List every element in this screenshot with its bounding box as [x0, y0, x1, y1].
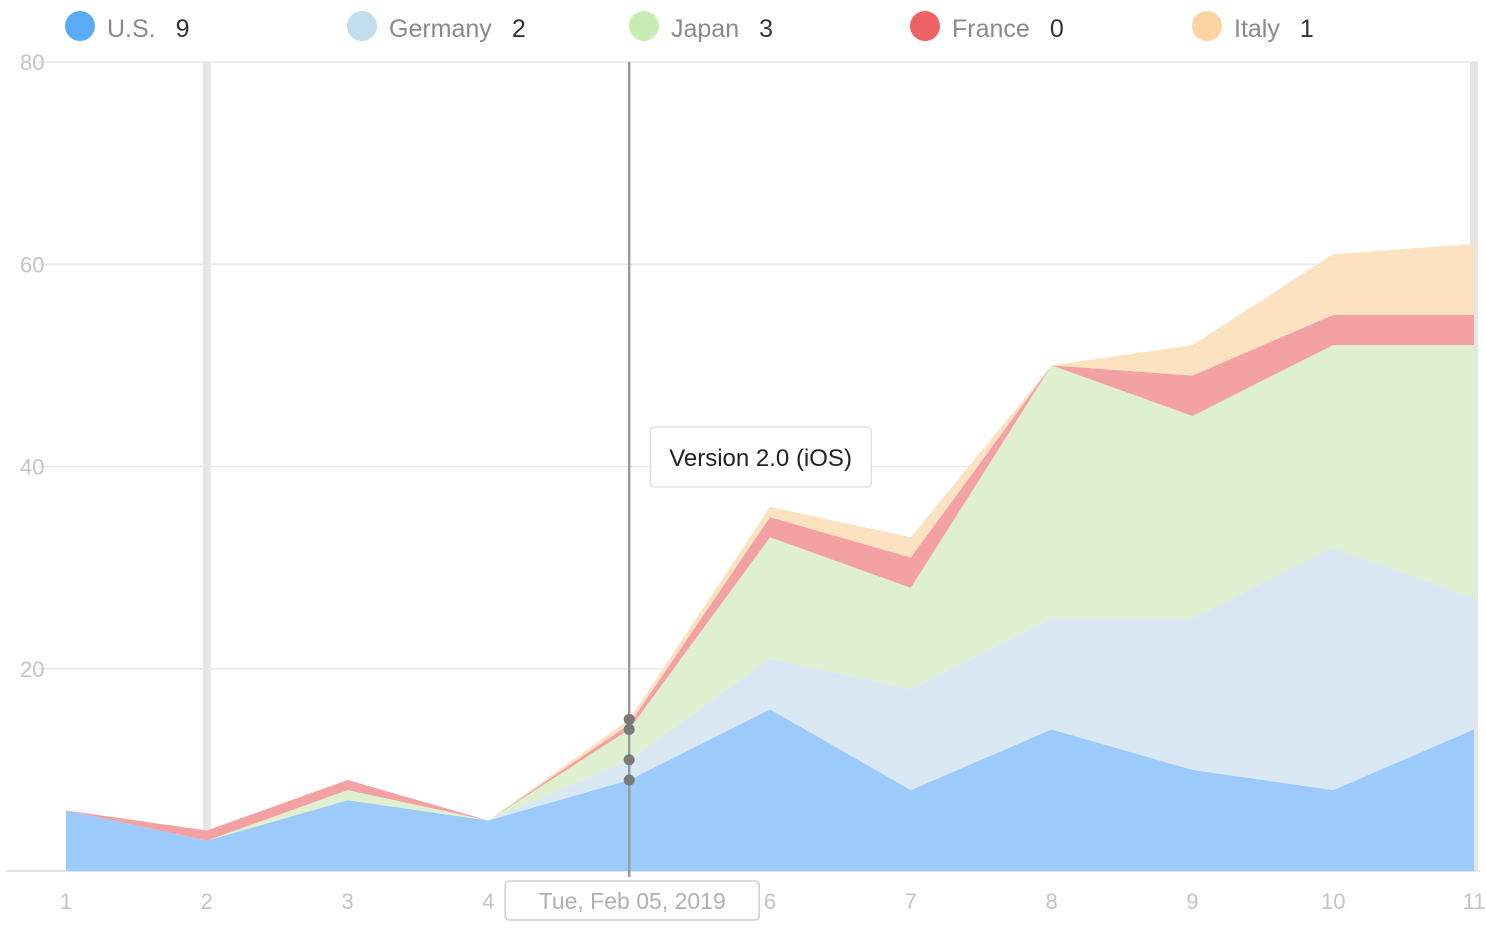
date-label-box: [504, 880, 760, 921]
legend-label: Japan: [671, 15, 739, 43]
area-japan[interactable]: [66, 345, 1474, 841]
x-tick-label: 10: [1321, 889, 1345, 914]
crosshair-date-label: Tue, Feb 05, 2019: [504, 880, 760, 921]
date-label: Tue, Feb 05, 2019: [539, 888, 726, 914]
annotation-box: [649, 426, 872, 488]
annotation-tooltip: Version 2.0 (iOS): [649, 426, 872, 488]
area-germany[interactable]: [66, 547, 1474, 841]
highlight-band-2: [202, 62, 211, 871]
legend-swatch: [1192, 11, 1222, 41]
x-tick-label: 3: [341, 889, 353, 914]
legend-label: Germany: [389, 15, 492, 43]
legend-item[interactable]: Italy 1: [1192, 11, 1314, 43]
legend-swatch: [65, 11, 95, 41]
x-tick-label: 4: [482, 889, 494, 914]
crosshair-point: [623, 723, 635, 735]
legend-swatch: [347, 11, 377, 41]
crosshair-point: [623, 774, 635, 786]
crosshair-point: [623, 754, 635, 766]
crosshair-point: [623, 713, 635, 725]
x-tick-label: 8: [1045, 889, 1057, 914]
legend-label: Italy: [1234, 15, 1280, 43]
legend-value: 2: [512, 15, 526, 43]
area-italy[interactable]: [66, 244, 1474, 831]
x-tick-label: 7: [905, 889, 917, 914]
legend-label: U.S.: [107, 15, 156, 43]
legend[interactable]: U.S. 9 Germany 2 Japan 3 France 0 Italy 1: [65, 11, 1314, 43]
area-u-s[interactable]: [66, 709, 1474, 871]
y-tick-label: 20: [20, 657, 44, 682]
area-series[interactable]: [66, 244, 1474, 871]
legend-item[interactable]: Germany 2: [347, 11, 526, 43]
annotation-label: Version 2.0 (iOS): [669, 445, 852, 472]
x-tick-label: 1: [60, 889, 72, 914]
legend-swatch: [910, 11, 940, 41]
legend-value: 0: [1050, 15, 1064, 43]
legend-swatch: [629, 11, 659, 41]
x-tick-label: 6: [764, 889, 776, 914]
legend-value: 1: [1300, 15, 1314, 43]
legend-item[interactable]: Japan 3: [629, 11, 773, 43]
x-tick-label: 9: [1186, 889, 1198, 914]
y-tick-label: 40: [20, 455, 44, 480]
x-tick-label: 2: [201, 889, 213, 914]
legend-label: France: [952, 15, 1030, 43]
legend-item[interactable]: U.S. 9: [65, 11, 190, 43]
y-tick-label: 80: [20, 50, 44, 75]
crosshair: [623, 62, 635, 877]
axes: 20 40 60 80 1 2 3 4 6 7 8 9 10 11: [20, 50, 1485, 914]
legend-value: 3: [759, 15, 773, 43]
x-tick-label: 11: [1463, 889, 1486, 914]
y-tick-label: 60: [20, 252, 44, 277]
legend-value: 9: [176, 15, 190, 43]
legend-item[interactable]: France 0: [910, 11, 1064, 43]
